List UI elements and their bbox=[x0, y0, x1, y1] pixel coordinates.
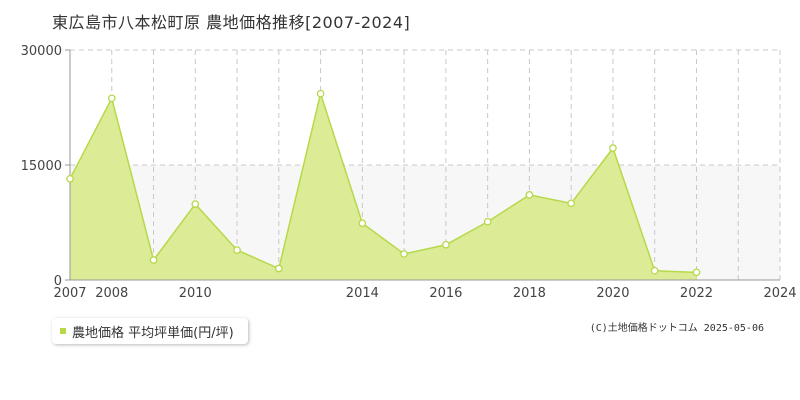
legend-swatch-icon bbox=[60, 328, 66, 334]
series-area bbox=[70, 93, 697, 280]
chart-title: 東広島市八本松町原 農地価格推移[2007-2024] bbox=[52, 13, 411, 32]
y-tick-label: 30000 bbox=[21, 44, 62, 59]
data-point bbox=[233, 246, 241, 254]
x-tick-label: 2014 bbox=[346, 286, 379, 301]
data-point bbox=[483, 217, 492, 226]
data-point bbox=[609, 144, 617, 152]
data-point bbox=[692, 268, 701, 277]
data-point bbox=[650, 266, 659, 275]
data-point bbox=[191, 200, 200, 208]
y-tick-label: 15000 bbox=[21, 159, 62, 174]
x-tick-label: 2008 bbox=[95, 286, 128, 301]
x-tick-label: 2022 bbox=[680, 286, 713, 301]
x-tick-label: 2024 bbox=[763, 286, 796, 301]
data-point bbox=[66, 174, 74, 183]
data-point bbox=[358, 219, 367, 228]
data-point bbox=[107, 94, 116, 103]
legend: 農地価格 平均坪単価(円/坪) bbox=[52, 318, 248, 344]
x-tick-label: 2020 bbox=[596, 286, 629, 301]
data-point bbox=[400, 250, 408, 258]
x-tick-label: 2018 bbox=[513, 286, 546, 301]
data-point bbox=[442, 240, 450, 249]
legend-label: 農地価格 平均坪単価(円/坪) bbox=[72, 325, 234, 341]
y-tick-label: 0 bbox=[54, 274, 62, 289]
data-point bbox=[149, 256, 158, 264]
data-point bbox=[274, 264, 283, 273]
data-point bbox=[525, 191, 534, 199]
x-tick-label: 2010 bbox=[179, 286, 212, 301]
x-tick-label: 2016 bbox=[429, 286, 462, 301]
x-tick-label: 2007 bbox=[53, 286, 86, 301]
data-point bbox=[567, 199, 576, 208]
series-line bbox=[69, 90, 697, 274]
credit-text: (C)土地価格ドットコム 2025-05-06 bbox=[589, 323, 764, 334]
data-point bbox=[316, 89, 325, 98]
